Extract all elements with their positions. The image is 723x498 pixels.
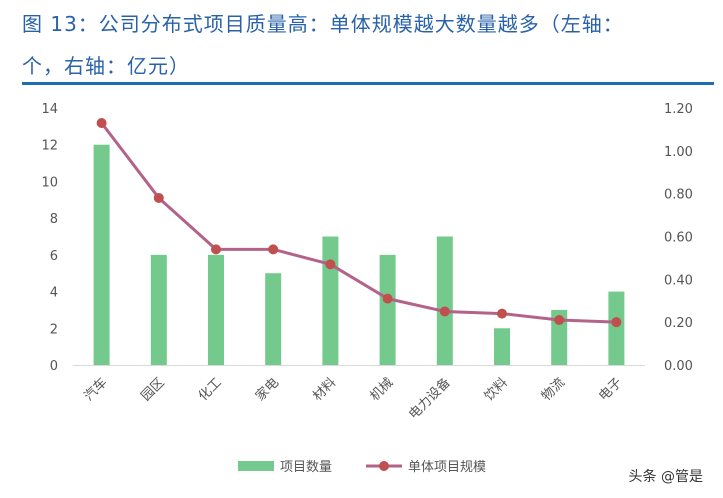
right-axis-tick: 0.40	[664, 273, 693, 288]
bar-材料	[322, 236, 339, 365]
category-label: 物流	[539, 375, 568, 404]
right-axis-tick: 0.20	[664, 316, 693, 331]
bar-电子	[608, 291, 625, 365]
category-label: 机械	[367, 375, 396, 404]
line-point-材料	[325, 259, 336, 270]
left-axis-tick: 6	[50, 249, 58, 264]
left-axis-tick: 0	[50, 359, 58, 374]
left-axis-tick: 8	[50, 212, 58, 227]
bar-化工	[208, 254, 224, 365]
right-axis-tick: 1.00	[664, 145, 693, 160]
legend-label-bars: 项目数量	[280, 460, 332, 475]
category-label: 化工	[196, 375, 225, 404]
bar-饮料	[494, 328, 510, 365]
right-axis-tick: 1.20	[664, 102, 693, 117]
bar-机械	[379, 254, 396, 365]
watermark: 头条 @管是	[628, 469, 703, 485]
category-label: 材料	[310, 375, 339, 404]
right-axis-tick: 0.60	[664, 231, 693, 246]
left-axis-tick: 4	[50, 286, 58, 301]
right-axis-tick: 0.00	[664, 359, 693, 374]
line-series	[100, 122, 617, 324]
legend-line-marker	[379, 461, 389, 471]
line-point-汽车	[96, 117, 107, 128]
category-label: 电力设备	[406, 375, 454, 423]
bar-园区	[150, 254, 167, 365]
line-point-园区	[153, 192, 164, 203]
chart-title-line2: 个，右轴：亿元）	[22, 54, 190, 78]
legend-bar-swatch	[238, 461, 274, 471]
left-axis-tick: 2	[50, 322, 58, 337]
line-point-电力设备	[439, 306, 450, 317]
bar-电力设备	[436, 236, 453, 365]
legend-label-line: 单体项目规模	[408, 460, 486, 475]
category-label: 汽车	[81, 375, 111, 405]
category-label: 电子	[596, 375, 625, 404]
category-label: 家电	[252, 375, 282, 405]
left-axis-tick: 12	[41, 139, 58, 154]
category-label: 饮料	[482, 375, 511, 404]
line-point-物流	[554, 315, 565, 326]
line-point-机械	[382, 293, 393, 304]
bar-家电	[265, 273, 282, 365]
left-axis-tick: 10	[41, 175, 58, 190]
line-point-饮料	[497, 308, 507, 319]
right-axis-tick: 0.80	[664, 188, 693, 203]
bar-汽车	[93, 144, 110, 365]
bar-物流	[551, 309, 568, 365]
chart-title-line1: 图 13：公司分布式项目质量高：单体规模越大数量越多（左轴：	[22, 12, 624, 36]
line-point-化工	[211, 244, 221, 255]
line-point-家电	[268, 244, 279, 255]
left-axis-tick: 14	[41, 102, 58, 117]
line-point-电子	[611, 317, 622, 328]
title-divider	[22, 82, 714, 85]
category-label: 园区	[139, 375, 168, 404]
